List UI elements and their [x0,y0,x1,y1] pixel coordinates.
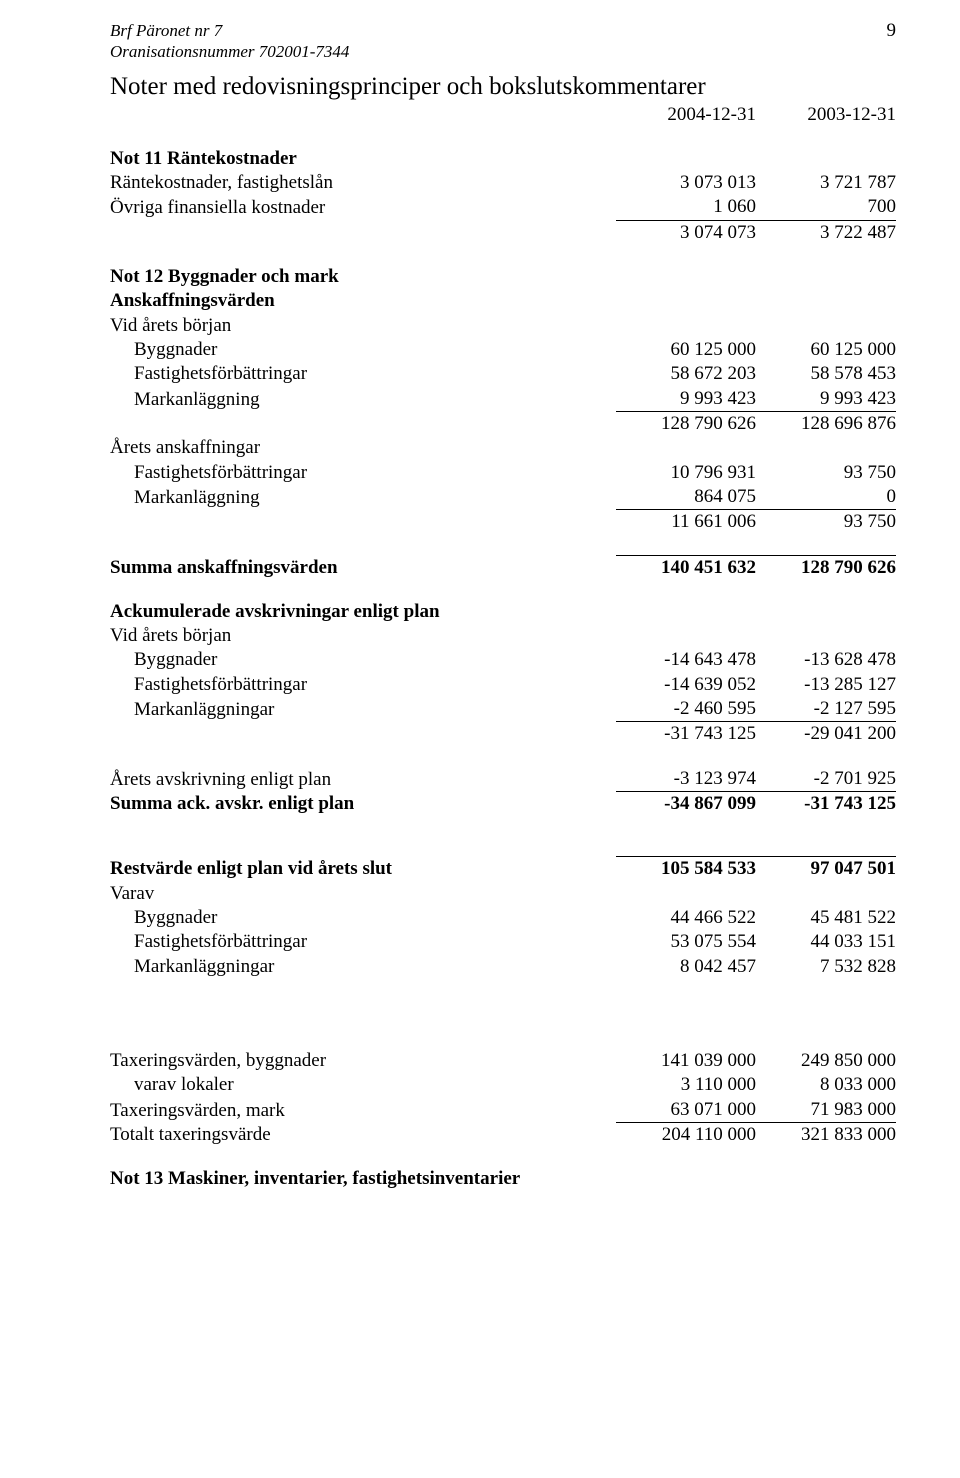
not12-vab-row-label: Fastighetsförbättringar [110,362,616,386]
not12-tax-row-label: Taxeringsvärden, byggnader [110,1049,616,1073]
not12-ack-vab-row-label: Fastighetsförbättringar [110,673,616,697]
not12-varav-label: Varav [110,882,896,906]
not12-varav-row-c2: 45 481 522 [756,906,896,930]
not12-vab-subtotal-c2: 128 696 876 [756,412,896,436]
not12-arets-avskr-c2: -2 701 925 [756,767,896,792]
not11-total-c2: 3 722 487 [756,221,896,245]
not12-arets-row-c1: 864 075 [616,485,756,510]
not12-tax-row-label: Totalt taxeringsvärde [110,1123,616,1147]
not12-arets-avskr-label: Årets avskrivning enligt plan [110,768,616,792]
not12-vab-row-label: Markanläggning [110,388,616,412]
not12-varav-row-c2: 7 532 828 [756,955,896,979]
not12-varav-row-c1: 53 075 554 [616,930,756,954]
not12-restvarde-c1: 105 584 533 [616,856,756,881]
not12-summa-ack-c2: -31 743 125 [756,792,896,816]
not12-ack-vab-row-c2: -13 628 478 [756,648,896,672]
not12-ack-subtotal-c2: -29 041 200 [756,722,896,746]
not12-varav-row-label: Byggnader [110,906,616,930]
not12-tax-row-c2: 8 033 000 [756,1073,896,1097]
not12-tax-row-c2: 249 850 000 [756,1049,896,1073]
not11-row-label: Övriga finansiella kostnader [110,196,616,220]
not12-varav-row-label: Fastighetsförbättringar [110,930,616,954]
not12-varav-row-c1: 8 042 457 [616,955,756,979]
not12-ack-heading: Ackumulerade avskrivningar enligt plan [110,600,896,624]
not12-arets-row-c2: 0 [756,485,896,510]
not12-tax-row-c1: 3 110 000 [616,1073,756,1097]
not11-row-c1: 3 073 013 [616,171,756,195]
not12-arets-subtotal-c1: 11 661 006 [616,510,756,534]
not12-arets-row-label: Markanläggning [110,486,616,510]
header-org-number: Oranisationsnummer 702001-7344 [110,41,896,62]
not12-ack-vab-row-label: Byggnader [110,648,616,672]
not12-vab-subtotal-c1: 128 790 626 [616,412,756,436]
not12-ack-vab-row-c2: -13 285 127 [756,673,896,697]
not12-vab-row-c2: 9 993 423 [756,387,896,412]
not12-arets-row-c2: 93 750 [756,461,896,485]
not12-arets-row-label: Fastighetsförbättringar [110,461,616,485]
not12-summa-ack-c1: -34 867 099 [616,792,756,816]
not12-summa-ansk-c2: 128 790 626 [756,555,896,580]
not12-summa-ansk-label: Summa anskaffningsvärden [110,556,616,580]
year-col-1: 2004-12-31 [616,103,756,127]
not12-tax-row-c1: 204 110 000 [616,1123,756,1147]
not12-ack-subtotal-c1: -31 743 125 [616,722,756,746]
not12-arets-row-c1: 10 796 931 [616,461,756,485]
not12-vab-row-c1: 60 125 000 [616,338,756,362]
not12-tax-row-label: Taxeringsvärden, mark [110,1099,616,1123]
not12-vab-row-c1: 58 672 203 [616,362,756,386]
not12-arets-subtotal-c2: 93 750 [756,510,896,534]
not12-summa-ack-label: Summa ack. avskr. enligt plan [110,792,616,816]
not11-row-c2: 3 721 787 [756,171,896,195]
not12-summa-ansk-c1: 140 451 632 [616,555,756,580]
not11-row-label: Räntekostnader, fastighetslån [110,171,616,195]
not12-tax-row-c1: 141 039 000 [616,1049,756,1073]
not11-total-c1: 3 074 073 [616,221,756,245]
not12-restvarde-c2: 97 047 501 [756,856,896,881]
not12-ack-vab-row-c2: -2 127 595 [756,697,896,722]
not12-tax-row-c2: 71 983 000 [756,1098,896,1123]
not12-arets-avskr-c1: -3 123 974 [616,767,756,792]
not12-vab-row-c1: 9 993 423 [616,387,756,412]
page-number: 9 [887,20,897,42]
not12-ack-vab-row-c1: -14 639 052 [616,673,756,697]
not12-ack-vab-label: Vid årets början [110,624,896,648]
not13-heading: Not 13 Maskiner, inventarier, fastighets… [110,1167,896,1191]
not12-ack-vab-row-c1: -2 460 595 [616,697,756,722]
not12-ack-vab-row-label: Markanläggningar [110,698,616,722]
not11-row-c1: 1 060 [616,195,756,220]
not12-varav-row-c2: 44 033 151 [756,930,896,954]
not12-tax-row-label: varav lokaler [110,1073,616,1097]
not12-tax-row-c2: 321 833 000 [756,1123,896,1147]
not12-varav-row-label: Markanläggningar [110,955,616,979]
not12-heading: Not 12 Byggnader och mark [110,265,896,289]
header-company: Brf Päronet nr 7 [110,20,896,41]
not12-varav-row-c1: 44 466 522 [616,906,756,930]
not12-vab-row-label: Byggnader [110,338,616,362]
not12-vab-row-c2: 58 578 453 [756,362,896,386]
not12-vab-row-c2: 60 125 000 [756,338,896,362]
not12-ack-vab-row-c1: -14 643 478 [616,648,756,672]
not11-heading: Not 11 Räntekostnader [110,147,896,171]
not11-row-c2: 700 [756,195,896,220]
page-title: Noter med redovisningsprinciper och boks… [110,73,896,101]
not12-tax-row-c1: 63 071 000 [616,1098,756,1123]
not12-restvarde-label: Restvärde enligt plan vid årets slut [110,857,616,881]
not12-arets-heading: Årets anskaffningar [110,436,896,460]
not12-ansk-heading: Anskaffningsvärden [110,289,896,313]
not12-vab-label: Vid årets början [110,314,896,338]
year-col-2: 2003-12-31 [756,103,896,127]
